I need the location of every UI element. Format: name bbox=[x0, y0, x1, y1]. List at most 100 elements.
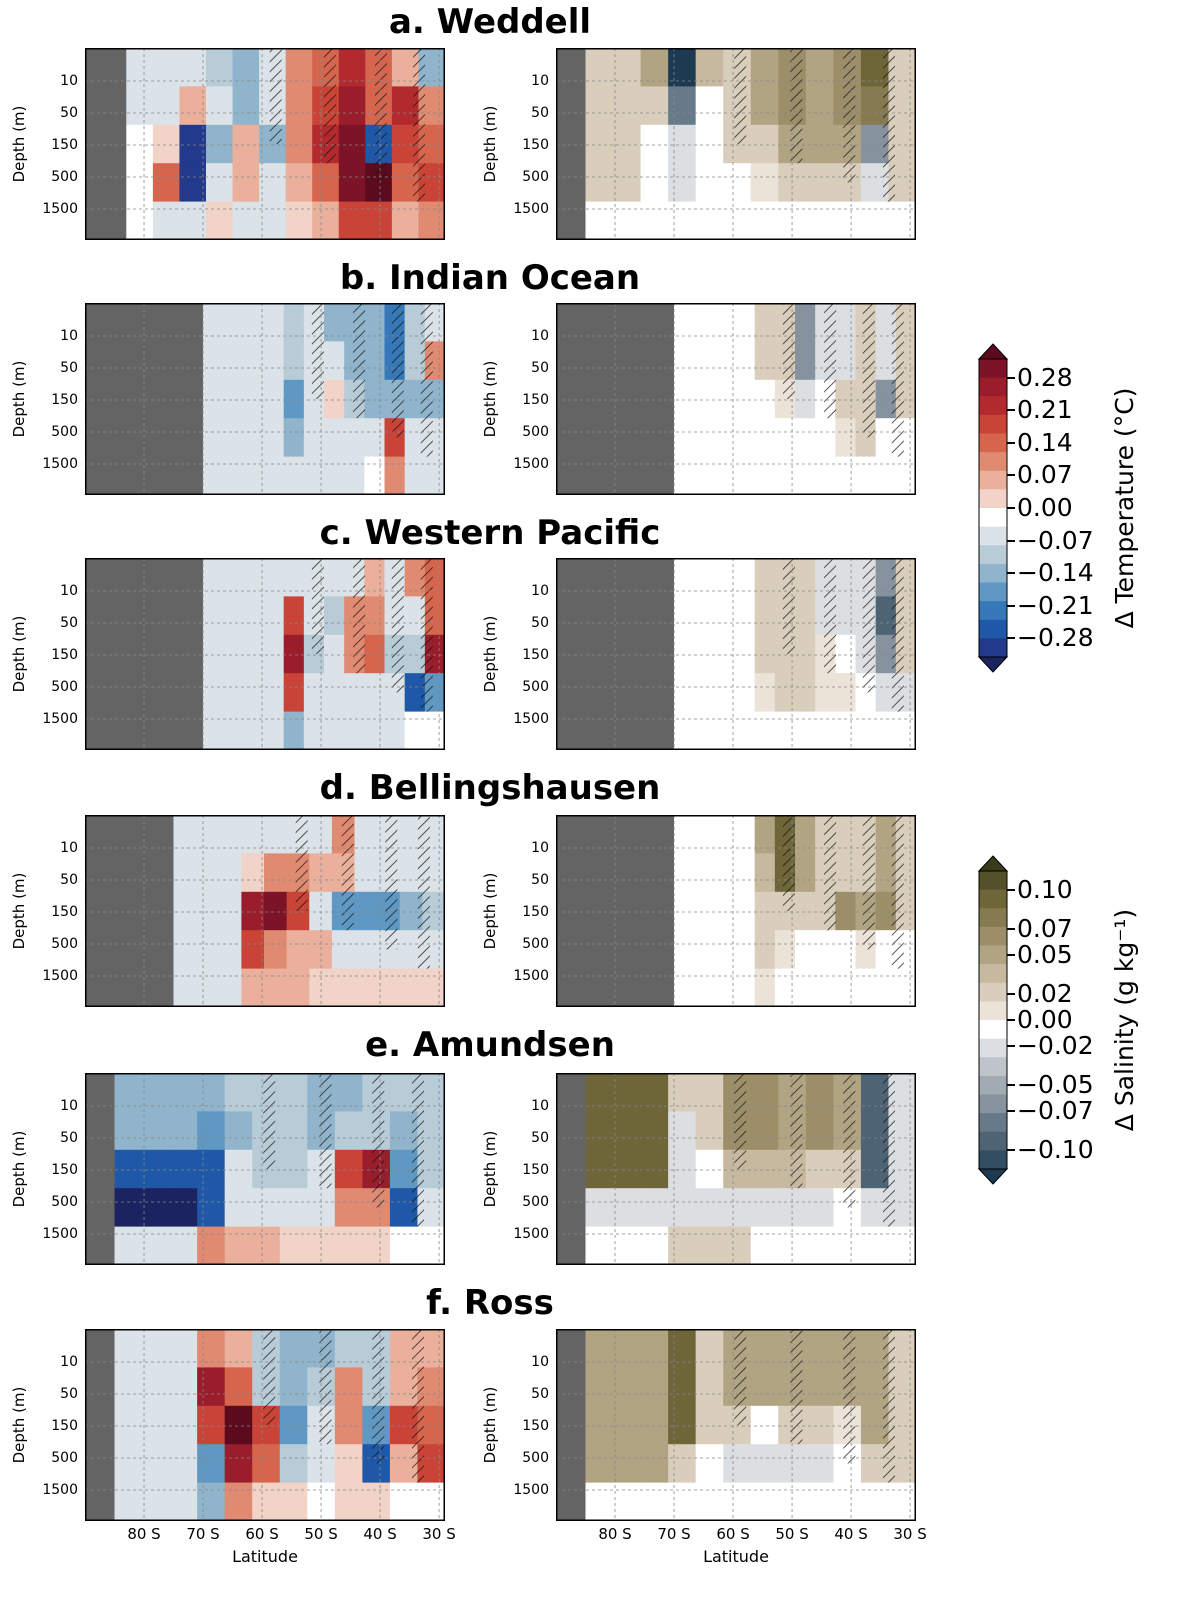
temperature-cell bbox=[196, 968, 220, 1007]
panel-title: e. Amundsen bbox=[365, 1025, 615, 1065]
y-tick-label: 10 bbox=[60, 1098, 78, 1114]
temperature-cell bbox=[283, 418, 305, 458]
y-tick-label: 150 bbox=[522, 647, 549, 663]
y-tick-label: 150 bbox=[522, 392, 549, 408]
salinity-cell bbox=[613, 1226, 642, 1265]
temperature-cell bbox=[312, 163, 340, 203]
salinity-cell bbox=[613, 124, 642, 164]
temperature-cell bbox=[169, 1111, 198, 1151]
x-tick-label: 70 S bbox=[186, 1525, 220, 1543]
temperature-cell bbox=[241, 930, 265, 970]
temperature-cell bbox=[307, 1226, 336, 1265]
colorbar-segment bbox=[979, 1001, 1007, 1021]
salinity-cell bbox=[640, 1188, 669, 1228]
temperature-cell bbox=[422, 968, 445, 1007]
land-mask bbox=[85, 1329, 115, 1521]
temperature-cell bbox=[114, 1367, 143, 1407]
temperature-cell bbox=[399, 853, 423, 893]
salinity-cell bbox=[640, 1482, 669, 1521]
temperature-cell bbox=[197, 1149, 226, 1189]
y-tick-label: 50 bbox=[60, 105, 78, 121]
salinity-cell bbox=[774, 711, 796, 750]
temperature-cell bbox=[223, 558, 244, 597]
colorbar-tick bbox=[1007, 376, 1015, 379]
salinity-cell bbox=[734, 303, 756, 342]
colorbar-segment bbox=[979, 926, 1007, 947]
temperature-cell bbox=[331, 968, 356, 1007]
temperature-cell bbox=[399, 930, 423, 970]
salinity-cell bbox=[805, 1188, 834, 1228]
colorbar-tick-label: −0.07 bbox=[1017, 1096, 1094, 1126]
salinity-cell bbox=[674, 711, 695, 750]
y-tick-label: 50 bbox=[531, 360, 549, 376]
colorbar bbox=[977, 343, 1009, 673]
temperature-cell bbox=[224, 1226, 253, 1265]
salinity-cell bbox=[585, 1367, 614, 1407]
y-tick-label: 150 bbox=[51, 137, 78, 153]
salinity-cell bbox=[695, 86, 724, 126]
temperature-cell bbox=[331, 930, 356, 970]
colorbar-tick-label: −0.14 bbox=[1017, 558, 1094, 588]
salinity-cell bbox=[860, 1226, 890, 1265]
y-tick-label: 1500 bbox=[513, 456, 549, 472]
colorbar-tick bbox=[1007, 992, 1015, 995]
y-tick-label: 50 bbox=[60, 615, 78, 631]
y-tick-label: 1500 bbox=[42, 456, 78, 472]
temperature-section-plot bbox=[85, 303, 445, 495]
salinity-cell bbox=[668, 1188, 697, 1228]
temperature-cell bbox=[354, 853, 378, 893]
temperature-cell bbox=[264, 968, 288, 1007]
x-tick-label: 50 S bbox=[775, 1525, 809, 1543]
colorbar-extend-max bbox=[977, 855, 1009, 872]
salinity-cell bbox=[888, 1482, 916, 1521]
temperature-cell bbox=[114, 1188, 143, 1228]
temperature-section-plot bbox=[85, 1073, 445, 1265]
salinity-cell bbox=[640, 201, 669, 240]
temperature-cell bbox=[205, 48, 234, 87]
salinity-cell bbox=[795, 341, 816, 381]
salinity-cell bbox=[774, 968, 796, 1007]
salinity-cell bbox=[694, 930, 715, 970]
salinity-cell bbox=[795, 418, 816, 458]
y-tick-label: 50 bbox=[531, 615, 549, 631]
salinity-cell bbox=[835, 853, 857, 893]
temperature-cell bbox=[283, 711, 305, 750]
temperature-cell bbox=[169, 1226, 198, 1265]
temperature-cell bbox=[169, 1367, 198, 1407]
salinity-cell bbox=[805, 1405, 834, 1445]
salinity-cell bbox=[714, 673, 736, 713]
temperature-cell bbox=[364, 711, 386, 750]
temperature-cell bbox=[252, 1444, 281, 1484]
salinity-cell bbox=[778, 1226, 807, 1265]
temperature-cell bbox=[224, 1073, 253, 1112]
temperature-cell bbox=[241, 968, 265, 1007]
salinity-cell bbox=[734, 930, 756, 970]
colorbar-segment bbox=[979, 377, 1007, 397]
salinity-cell bbox=[750, 1149, 779, 1189]
y-tick-label: 500 bbox=[51, 424, 78, 440]
salinity-cell bbox=[694, 456, 715, 495]
colorbar-tick bbox=[1007, 1084, 1015, 1087]
temperature-cell bbox=[334, 1329, 363, 1368]
salinity-cell bbox=[695, 1149, 724, 1189]
y-tick-label: 150 bbox=[522, 137, 549, 153]
salinity-cell bbox=[805, 1149, 834, 1189]
significance-hatching bbox=[372, 1329, 385, 1464]
temperature-cell bbox=[404, 558, 426, 597]
y-tick-label: 1500 bbox=[513, 711, 549, 727]
salinity-cell bbox=[795, 968, 816, 1007]
colorbar-segment bbox=[979, 982, 1007, 1002]
significance-hatching bbox=[862, 815, 875, 950]
y-axis-label: Depth (m) bbox=[10, 872, 28, 950]
temperature-cell bbox=[283, 558, 305, 597]
salinity-cell bbox=[835, 558, 857, 597]
salinity-cell bbox=[674, 456, 695, 495]
significance-hatching bbox=[263, 1073, 276, 1169]
salinity-cell bbox=[613, 1444, 642, 1484]
colorbar-tick-label: 0.05 bbox=[1017, 939, 1073, 969]
salinity-cell bbox=[640, 1073, 669, 1112]
salinity-cell bbox=[750, 1329, 779, 1368]
salinity-section-plot bbox=[556, 303, 916, 495]
panel-title: f. Ross bbox=[426, 1283, 554, 1323]
salinity-cell bbox=[734, 456, 756, 495]
